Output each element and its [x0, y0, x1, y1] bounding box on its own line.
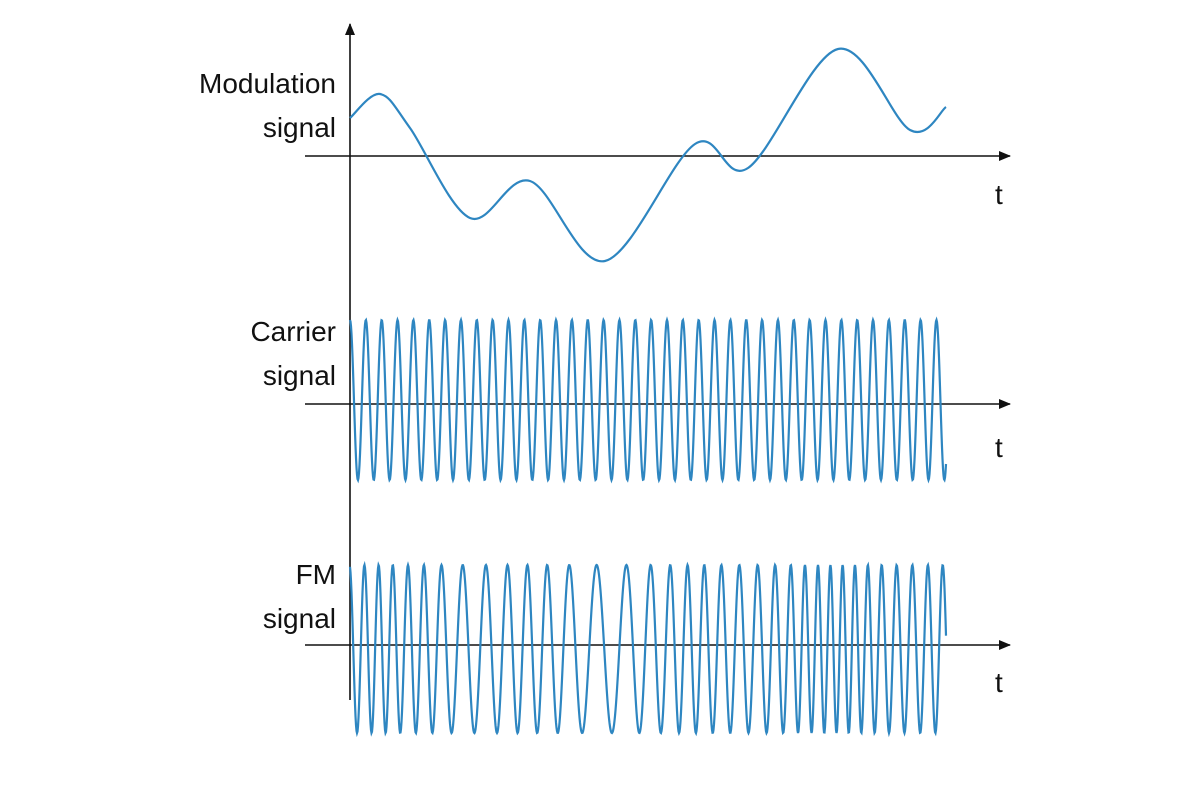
- carrier-label-line1: Carrier: [250, 316, 336, 347]
- modulation-waveform: [349, 47, 947, 263]
- fm-signal-label: FM signal: [263, 553, 336, 641]
- fm-label-line1: FM: [295, 559, 336, 590]
- fm-label-line2: signal: [262, 603, 336, 634]
- modulation-t-label: t: [995, 179, 1003, 210]
- fm-t-label: t: [995, 667, 1003, 698]
- carrier-t-label: t: [995, 432, 1003, 463]
- modulation-signal-label: Modulation signal: [199, 62, 336, 150]
- modulation-label-line1: Modulation: [199, 68, 336, 99]
- fm-waveform: [348, 560, 948, 738]
- carrier-waveform: [348, 316, 948, 484]
- carrier-signal-label: Carrier signal: [250, 310, 336, 398]
- modulation-label-line2: signal: [262, 112, 336, 143]
- carrier-label-line2: signal: [262, 360, 336, 391]
